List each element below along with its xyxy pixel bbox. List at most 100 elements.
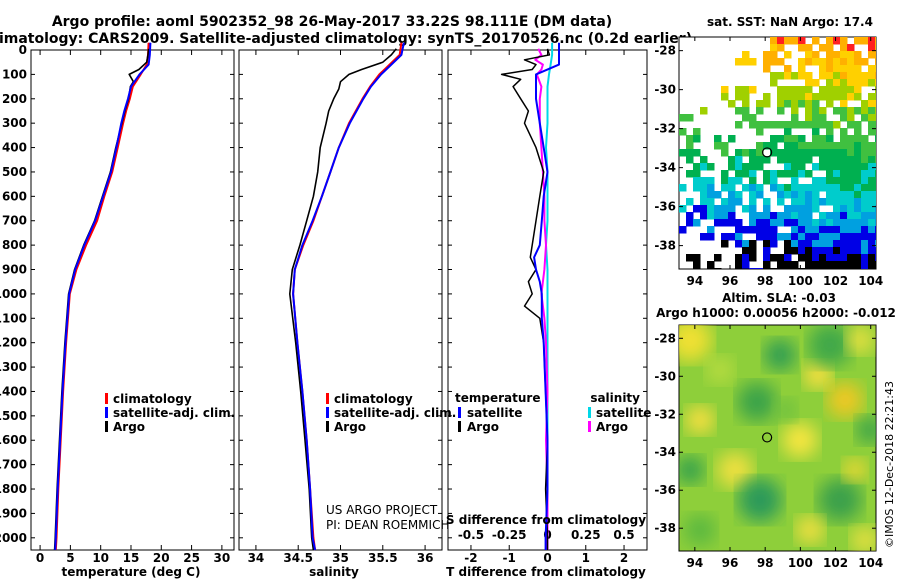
sst-cell: [693, 170, 701, 178]
sst-cell: [735, 93, 743, 101]
sst-cell: [798, 86, 806, 94]
sst-cell: [826, 261, 834, 269]
sst-cell: [840, 261, 848, 269]
sst-cell: [791, 219, 799, 227]
sst-cell: [770, 177, 778, 185]
sst-cell: [791, 233, 799, 241]
sst-cell: [798, 205, 806, 213]
sst-cell: [721, 212, 729, 220]
sst-cell: [728, 191, 736, 199]
sst-cell: [854, 205, 862, 213]
sst-cell: [826, 65, 834, 73]
sst-cell: [868, 226, 876, 234]
sst-cell: [784, 261, 792, 269]
sst-cell: [714, 191, 722, 199]
legend-title-salinity: salinity: [590, 391, 640, 405]
sst-cell: [812, 149, 820, 157]
sst-cell: [812, 100, 820, 108]
sst-cell: [749, 205, 757, 213]
temperature-series: [53, 42, 152, 551]
sst-cell: [875, 184, 876, 192]
sst-cell: [784, 86, 792, 94]
sst-cell: [756, 128, 764, 136]
sst-cell: [784, 219, 792, 227]
sst-cell: [875, 212, 876, 220]
sst-cell: [693, 135, 701, 143]
sst-cell: [805, 191, 813, 199]
sst-cell: [770, 58, 778, 66]
sst-cell: [861, 107, 869, 115]
sla-anomaly-blob: [851, 526, 876, 551]
sst-cell: [868, 93, 876, 101]
legend-label-argo: Argo: [113, 420, 145, 434]
sst-cell: [749, 149, 757, 157]
sst-cell: [819, 86, 827, 94]
sst-cell: [742, 184, 750, 192]
sst-cell: [798, 135, 806, 143]
sst-cell: [812, 58, 820, 66]
sst-cell: [833, 247, 841, 255]
sst-cell: [805, 205, 813, 213]
depth-tick-label: 900: [2, 263, 27, 277]
sst-cell: [861, 219, 869, 227]
sst-cell: [693, 177, 701, 185]
sst-cell: [798, 247, 806, 255]
series-satellite-adj-clim-: [292, 42, 405, 551]
sst-cell: [819, 149, 827, 157]
sst-cell: [868, 184, 876, 192]
sst-cell: [763, 261, 771, 269]
sst-cell: [714, 135, 722, 143]
legend-label-t-satellite: satellite: [467, 406, 522, 420]
x-tick-label: 25: [183, 551, 200, 565]
sst-cell: [784, 72, 792, 80]
sst-cell: [777, 37, 785, 45]
sst-cell: [784, 205, 792, 213]
sst-cell: [763, 65, 771, 73]
x-tick-label: 35.5: [368, 551, 398, 565]
sst-cell: [840, 254, 848, 262]
sst-cell: [812, 135, 820, 143]
sst-cell: [847, 184, 855, 192]
sst-cell: [854, 128, 862, 136]
sst-cell: [777, 135, 785, 143]
sst-cell: [812, 107, 820, 115]
sst-cell: [756, 156, 764, 164]
sst-cell: [812, 93, 820, 101]
sst-cell: [875, 240, 876, 248]
sst-cell: [735, 198, 743, 206]
sst-cell: [833, 177, 841, 185]
sst-cell: [854, 254, 862, 262]
sst-cell: [805, 79, 813, 87]
sst-cell: [812, 114, 820, 122]
sst-cell: [833, 240, 841, 248]
sst-cell: [819, 163, 827, 171]
sst-cell: [763, 177, 771, 185]
sst-cell: [861, 79, 869, 87]
sla-anomaly-blob: [717, 452, 753, 488]
sst-cell: [833, 156, 841, 164]
sst-cell: [686, 156, 694, 164]
sst-cell: [763, 142, 771, 150]
sst-cell: [714, 219, 722, 227]
sst-cell: [861, 205, 869, 213]
sst-cell: [770, 121, 778, 129]
sst-cell: [826, 212, 834, 220]
sst-cell: [742, 254, 750, 262]
sst-cell: [686, 170, 694, 178]
sst-cell: [777, 170, 785, 178]
sst-cell: [707, 205, 715, 213]
sst-cell: [805, 261, 813, 269]
sst-cell: [721, 205, 729, 213]
sst-cell: [763, 170, 771, 178]
sst-cell: [798, 212, 806, 220]
sst-cell: [798, 72, 806, 80]
sst-cell: [707, 261, 715, 269]
sst-cell: [798, 156, 806, 164]
salinity-series: [288, 42, 405, 551]
sst-cell: [826, 149, 834, 157]
sst-cell: [700, 205, 708, 213]
sst-cell: [812, 268, 820, 269]
sst-cell: [826, 72, 834, 80]
sst-cell: [763, 212, 771, 220]
sst-cell: [861, 240, 869, 248]
